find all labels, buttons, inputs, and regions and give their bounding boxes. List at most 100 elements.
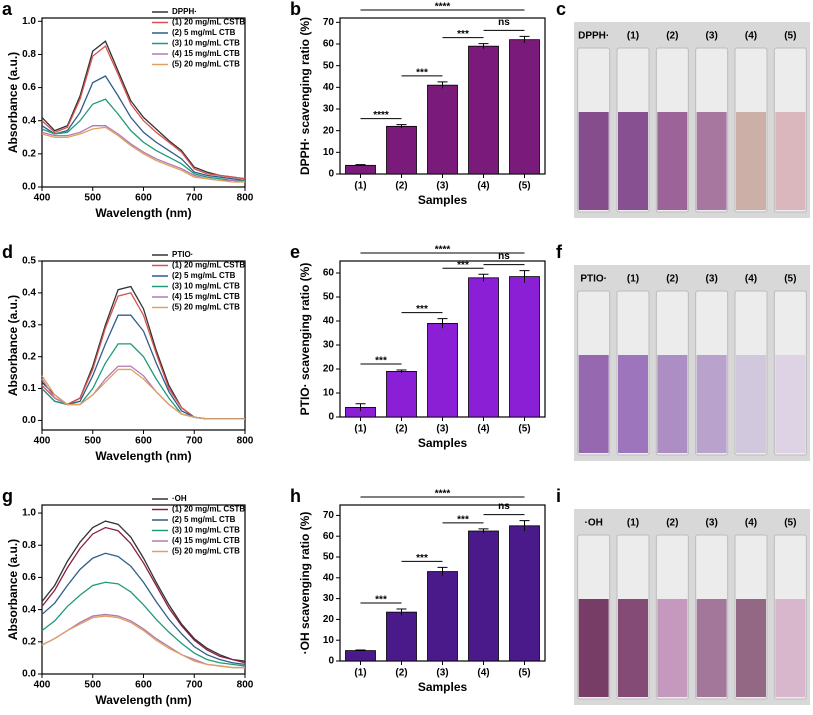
- y-tick-label: 30: [323, 340, 335, 351]
- y-tick-label: 20: [323, 125, 335, 136]
- error-bar: [396, 124, 407, 129]
- y-tick-label: 40: [323, 316, 335, 327]
- x-tick-label: (5): [518, 668, 530, 679]
- y-tick-label: 60: [323, 531, 335, 542]
- cuvette-solution: [657, 112, 688, 210]
- y-tick-label: 60: [323, 268, 335, 279]
- y-axis-label: PTIO· scavenging ratio (%): [298, 263, 312, 416]
- x-tick-label: 400: [34, 193, 51, 204]
- cuvette-solution: [775, 355, 806, 453]
- x-tick-label: 600: [135, 193, 152, 204]
- legend-label: (3) 10 mg/mL CTB: [172, 39, 240, 48]
- x-tick-label: 400: [34, 436, 51, 447]
- y-tick-label: 0.4: [22, 604, 36, 615]
- error-bar: [355, 164, 366, 166]
- photo-label: (3): [706, 518, 718, 529]
- legend-label: (4) 15 mg/mL CTB: [172, 49, 240, 58]
- x-tick-label: (4): [477, 424, 489, 435]
- error-bar: [478, 43, 489, 49]
- cuvette-solution: [657, 355, 688, 453]
- x-tick-label: 500: [84, 680, 101, 691]
- photo-label: (2): [666, 274, 678, 285]
- significance-label: ***: [457, 260, 469, 271]
- y-tick-label: 20: [323, 614, 335, 625]
- significance-label: ****: [435, 2, 451, 13]
- photo-label: (2): [666, 518, 678, 529]
- x-tick-label: 700: [186, 193, 203, 204]
- legend-label: (2) 5 mg/mL CTB: [172, 515, 236, 524]
- legend-label: (1) 20 mg/mL CSTB: [172, 505, 245, 514]
- significance-label: ns: [498, 501, 510, 512]
- legend-label: PTIO·: [172, 250, 193, 259]
- x-axis-label: Samples: [418, 436, 468, 450]
- legend-label: (3) 10 mg/mL CTB: [172, 526, 240, 535]
- error-bar: [519, 270, 530, 283]
- y-tick-label: 0.5: [22, 256, 36, 267]
- x-tick-label: 800: [237, 436, 254, 447]
- panel-letter: c: [556, 0, 566, 19]
- x-tick-label: (3): [436, 668, 448, 679]
- x-axis-label: Samples: [418, 193, 468, 207]
- panel-letter: f: [556, 242, 563, 262]
- spectrum-line: [41, 75, 246, 182]
- photo-label: (5): [784, 274, 796, 285]
- error-bar: [519, 520, 530, 531]
- bar: [427, 84, 458, 175]
- panel-letter: b: [290, 0, 301, 19]
- legend-label: (2) 5 mg/mL CTB: [172, 271, 236, 280]
- x-tick-label: (2): [395, 424, 407, 435]
- significance-label: ***: [416, 68, 428, 79]
- y-tick-label: 10: [323, 635, 335, 646]
- y-tick-label: 0: [328, 412, 334, 423]
- spectrum-line: [41, 615, 245, 669]
- bar: [427, 571, 458, 662]
- photo-label: DPPH·: [578, 31, 609, 42]
- x-axis-label: Wavelength (nm): [95, 206, 191, 220]
- y-tick-label: 10: [323, 388, 335, 399]
- y-axis-label: Absorbance (a.u.): [6, 539, 20, 640]
- panel-letter: g: [2, 486, 13, 506]
- spectrum-line: [41, 552, 246, 665]
- cuvette-solution: [736, 355, 766, 453]
- cuvette-solution: [736, 599, 766, 697]
- photo-label: (5): [784, 31, 796, 42]
- y-tick-label: 0.8: [22, 49, 36, 60]
- error-bar: [437, 566, 448, 576]
- x-tick-label: 800: [237, 680, 254, 691]
- y-tick-label: 0.0: [22, 669, 36, 680]
- spectrum-line: [41, 581, 246, 667]
- x-tick-label: 700: [186, 680, 203, 691]
- cuvette-solution: [578, 355, 609, 453]
- significance-label: ***: [375, 595, 387, 606]
- legend-label: (5) 20 mg/mL CTB: [172, 60, 240, 69]
- cuvette-solution: [696, 599, 727, 697]
- cuvette-solution: [736, 112, 766, 210]
- x-axis-label: Samples: [418, 680, 468, 694]
- photo-label: PTIO·: [580, 274, 607, 285]
- y-tick-label: 60: [323, 39, 335, 50]
- y-tick-label: 50: [323, 292, 335, 303]
- spectrum-line: [41, 126, 245, 183]
- photo-label: (1): [627, 518, 639, 529]
- significance-label: ns: [498, 17, 510, 28]
- y-tick-label: 50: [323, 60, 335, 71]
- y-tick-label: 70: [323, 510, 335, 521]
- photo-background: [574, 509, 810, 705]
- error-bar: [519, 35, 530, 43]
- cuvette-solution: [618, 355, 648, 453]
- x-axis-label: Wavelength (nm): [95, 693, 191, 707]
- photo-background: [574, 22, 810, 218]
- significance-label: ns: [498, 251, 510, 262]
- photo-label: (4): [745, 518, 757, 529]
- bar: [345, 650, 376, 662]
- bar: [468, 45, 499, 175]
- bar: [468, 530, 499, 662]
- photo-label: (4): [745, 31, 757, 42]
- y-tick-label: 0.2: [22, 636, 36, 647]
- significance-label: ****: [435, 245, 451, 256]
- y-axis-label: Absorbance (a.u.): [6, 52, 20, 153]
- x-tick-label: 800: [237, 193, 254, 204]
- y-tick-label: 0.6: [22, 82, 36, 93]
- bar: [386, 125, 417, 175]
- x-tick-label: (5): [518, 424, 530, 435]
